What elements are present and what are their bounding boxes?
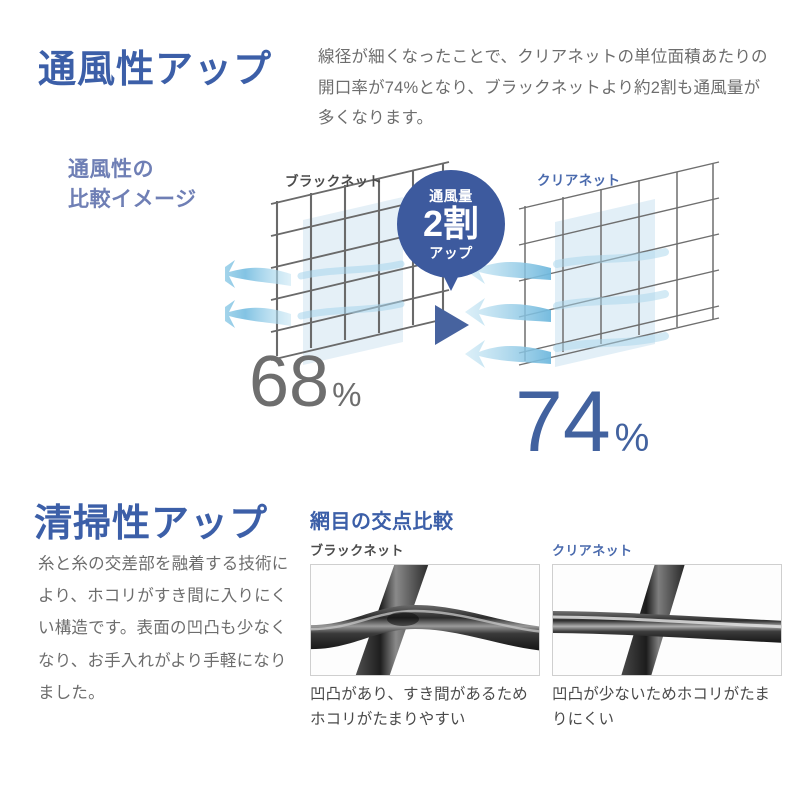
- clear-net-crossing-photo: [553, 565, 781, 675]
- ventilation-heading: 通風性アップ: [38, 49, 273, 91]
- ventilation-diagram: ブラックネット クリアネット 通風量 2割 アップ 68 % 74 %: [225, 160, 785, 470]
- cleanability-heading: 清掃性アップ: [34, 503, 269, 545]
- black-net-mesh: [270, 161, 450, 365]
- clear-net-photo-label: クリアネット: [552, 543, 633, 558]
- clear-net-label: クリアネット: [537, 173, 621, 188]
- badge-top-label: 通風量: [429, 187, 473, 204]
- black-net-photo-frame: [310, 564, 540, 676]
- badge-bottom-label: アップ: [429, 244, 473, 261]
- cleanability-body-text: 糸と糸の交差部を融着する技術により、ホコリがすき間に入りにくい構造です。表面の凹…: [38, 555, 289, 702]
- badge-main-value: 2割: [422, 202, 480, 244]
- clear-net-photo-frame: [552, 564, 782, 676]
- clear-net-photo-column: クリアネット: [552, 540, 782, 733]
- clear-net-mesh: [518, 161, 720, 367]
- ventilation-lead-text: 線径が細くなったことで、クリアネットの単位面積あたりの開口率が74%となり、ブラ…: [318, 48, 768, 128]
- black-net-percent-value: 68: [249, 342, 330, 422]
- black-net-photo-column: ブラックネット: [310, 540, 540, 733]
- black-net-percent: 68 %: [249, 342, 362, 422]
- black-net-crossing-photo: [311, 565, 539, 675]
- mesh-intersection-heading: 網目の交点比較: [310, 511, 454, 533]
- black-net-label: ブラックネット: [285, 174, 383, 189]
- black-net-photo-note: 凹凸があり、すき間があるためホコリがたまりやすい: [310, 686, 528, 728]
- black-net-percent-symbol: %: [332, 376, 362, 413]
- airflow-badge: 通風量 2割 アップ: [397, 170, 505, 291]
- clear-net-percent: 74 %: [515, 374, 650, 470]
- badge-circle: [397, 170, 505, 278]
- clear-net-airflow-arrows: [465, 248, 669, 368]
- clear-net-percent-symbol: %: [614, 417, 650, 460]
- clear-net-photo-note: 凹凸が少ないためホコリがたまりにくい: [552, 686, 770, 728]
- black-net-airflow-arrows: [225, 260, 405, 328]
- black-net-photo-label: ブラックネット: [310, 543, 404, 558]
- net-comparison-illustration: [225, 161, 720, 368]
- ventilation-compare-subheading: 通風性の 比較イメージ: [68, 158, 197, 212]
- direction-triangle-icon: [435, 305, 469, 345]
- clear-net-percent-value: 74: [515, 374, 611, 470]
